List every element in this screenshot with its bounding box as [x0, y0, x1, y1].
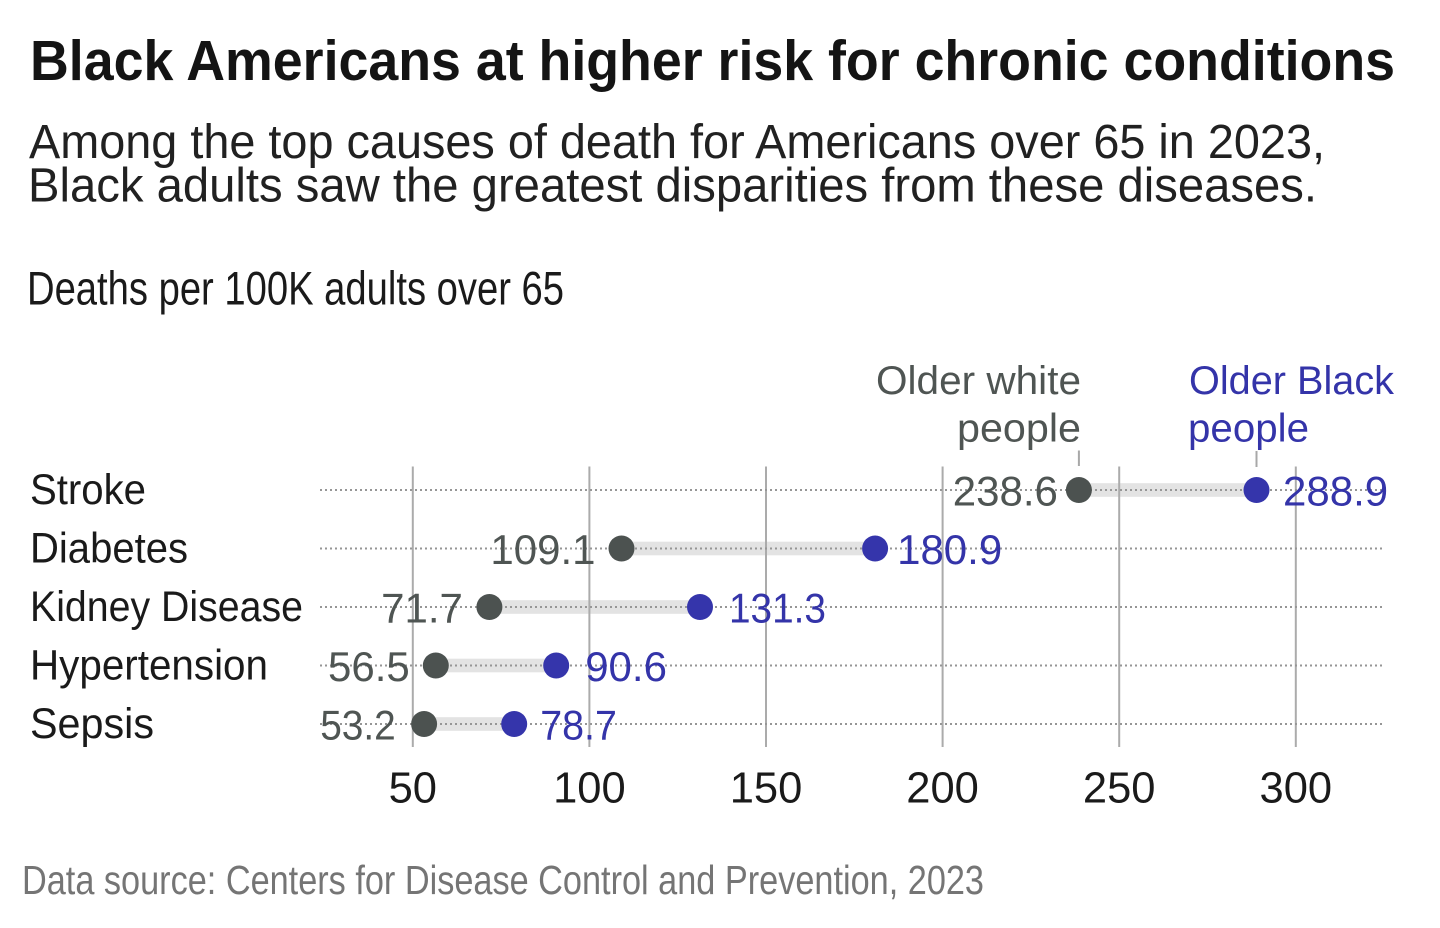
svg-text:180.9: 180.9: [897, 526, 1002, 573]
svg-text:Stroke: Stroke: [30, 466, 146, 514]
svg-text:100: 100: [553, 765, 626, 813]
svg-text:109.1: 109.1: [490, 526, 595, 573]
svg-text:Older white: Older white: [876, 359, 1081, 403]
svg-text:Diabetes: Diabetes: [30, 524, 188, 572]
svg-text:Kidney Disease: Kidney Disease: [30, 583, 303, 631]
svg-text:56.5: 56.5: [328, 643, 410, 690]
svg-text:53.2: 53.2: [320, 701, 396, 748]
svg-text:people: people: [957, 407, 1081, 451]
svg-text:131.3: 131.3: [729, 584, 826, 631]
svg-text:Sepsis: Sepsis: [30, 700, 154, 748]
svg-text:Among the top causes of death: Among the top causes of death for Americ…: [29, 116, 1325, 169]
svg-text:78.7: 78.7: [540, 701, 617, 748]
svg-text:Older Black: Older Black: [1189, 359, 1394, 403]
svg-text:200: 200: [906, 765, 979, 813]
svg-text:90.6: 90.6: [585, 643, 667, 690]
svg-text:Hypertension: Hypertension: [30, 641, 268, 689]
svg-text:150: 150: [730, 765, 803, 813]
svg-text:238.6: 238.6: [953, 467, 1058, 514]
svg-text:people: people: [1188, 407, 1309, 451]
svg-text:Black adults saw the greatest: Black adults saw the greatest disparitie…: [28, 160, 1317, 213]
svg-text:50: 50: [389, 765, 437, 813]
svg-text:300: 300: [1260, 765, 1333, 813]
svg-text:Black Americans at higher risk: Black Americans at higher risk for chron…: [30, 29, 1395, 93]
svg-text:250: 250: [1083, 765, 1156, 813]
svg-text:71.7: 71.7: [381, 584, 463, 631]
svg-text:Data source: Centers for Disea: Data source: Centers for Disease Control…: [22, 857, 984, 903]
svg-text:Deaths per 100K adults over 65: Deaths per 100K adults over 65: [27, 262, 564, 315]
svg-text:288.9: 288.9: [1283, 467, 1388, 514]
